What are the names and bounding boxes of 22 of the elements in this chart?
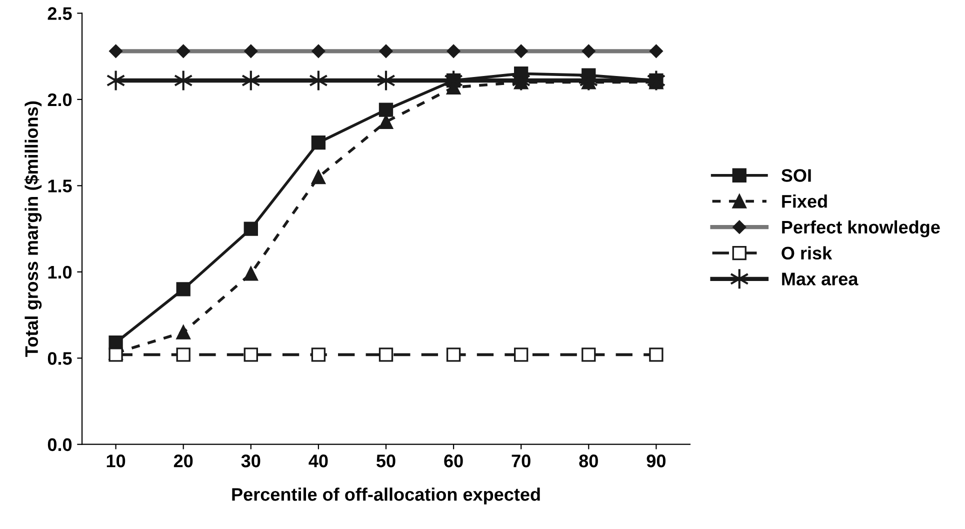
y-tick-label: 0.5	[48, 352, 72, 365]
x-axis-title: Percentile of off-allocation expected	[232, 488, 540, 504]
legend-label: Perfect knowledge	[782, 220, 940, 238]
y-axis-title: Total gross margin ($millions)	[24, 101, 42, 357]
legend-label: SOI	[781, 169, 811, 182]
legend-label: Fixed	[782, 194, 827, 208]
x-tick-label: 10	[106, 454, 126, 468]
y-tick-label: 1.0	[48, 266, 72, 279]
x-tick-label: 60	[444, 454, 463, 468]
legend-label: O risk	[782, 246, 832, 260]
x-tick-label: 20	[174, 454, 193, 468]
x-tick-label: 90	[646, 454, 666, 468]
y-tick-label: 1.5	[48, 180, 72, 192]
x-tick-label: 80	[579, 454, 598, 468]
x-tick-label: 40	[308, 454, 328, 468]
legend-label: Max area	[782, 272, 858, 286]
x-tick-label: 50	[376, 454, 396, 468]
y-tick-label: 0.0	[48, 438, 72, 452]
y-tick-label: 2.0	[48, 93, 72, 106]
x-tick-label: 70	[512, 454, 530, 468]
x-tick-label: 30	[241, 454, 260, 468]
y-tick-label: 2.5	[48, 7, 72, 20]
